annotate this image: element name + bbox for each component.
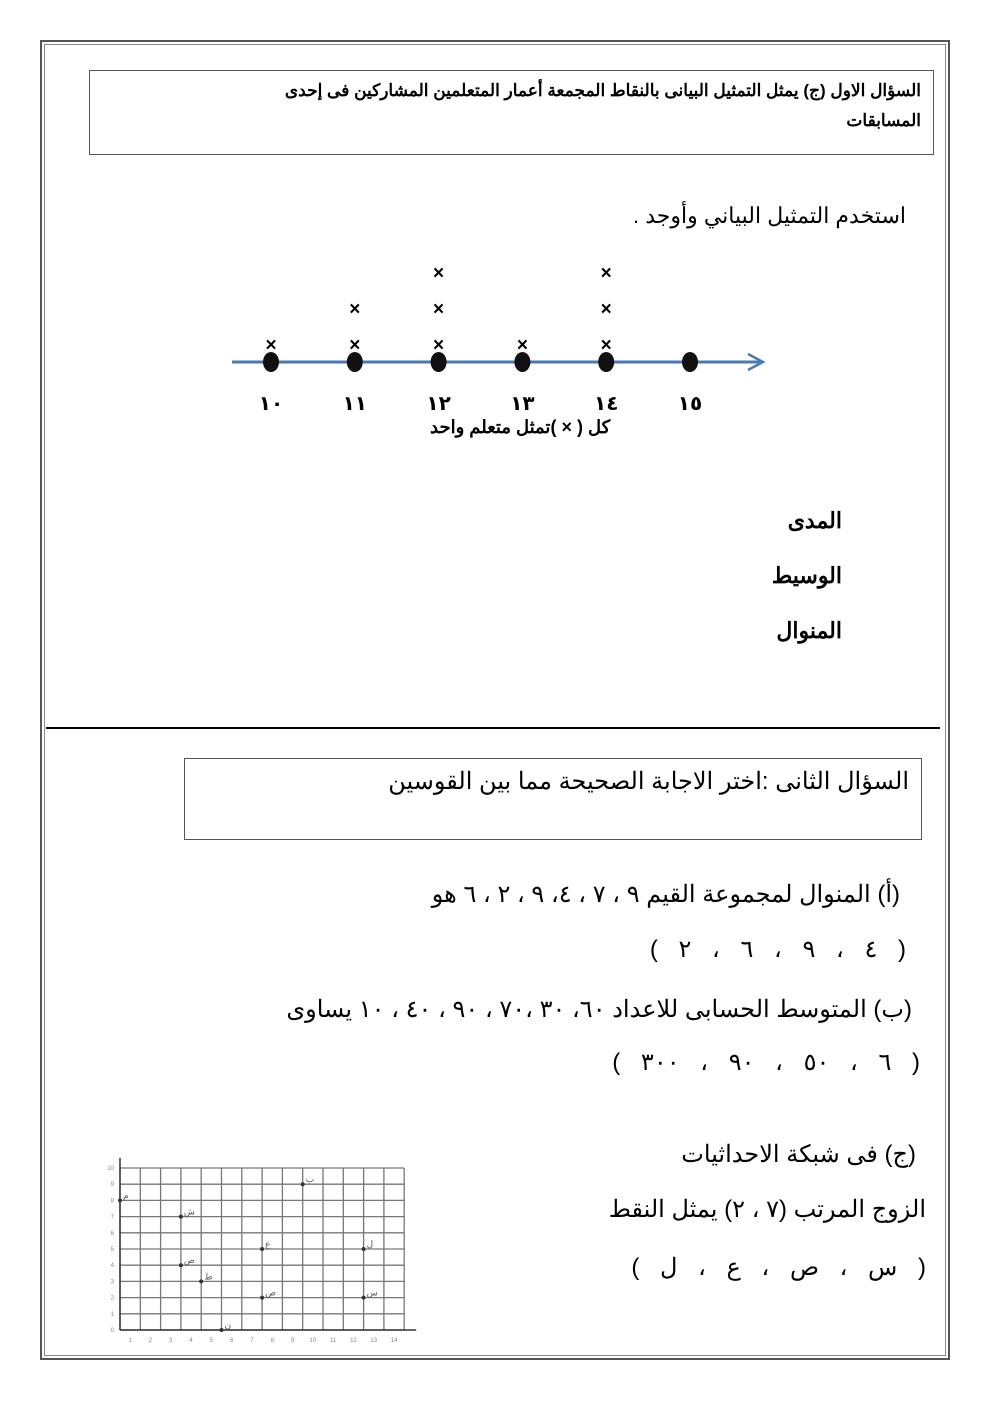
grid-x-tick-label: 2	[149, 1338, 153, 1344]
grid-x-tick-label: 11	[330, 1338, 337, 1344]
grid-x-tick-label: 4	[189, 1338, 193, 1344]
grid-point	[260, 1247, 265, 1251]
grid-x-tick-label: 9	[291, 1338, 295, 1344]
dot-plot-x-mark: ×	[601, 335, 612, 356]
grid-y-tick-label: 8	[111, 1198, 115, 1204]
grid-point-label: ش	[184, 1207, 195, 1218]
dot-plot-tick-label: ١٤	[594, 391, 618, 415]
dot-plot-x-mark: ×	[349, 335, 360, 356]
grid-point	[178, 1263, 183, 1268]
q1-title-line1: السؤال الاول (ج) يمثل التمثيل البيانى با…	[284, 81, 921, 100]
grid-x-tick-label: 7	[250, 1338, 254, 1344]
grid-x-tick-label: 1	[128, 1338, 132, 1344]
q1-title-box: السؤال الاول (ج) يمثل التمثيل البيانى با…	[89, 70, 934, 155]
q2-b-options: ( ٦ ، ٥٠ ، ٩٠ ، ٣٠٠ )	[612, 1049, 920, 1076]
q2-title: السؤال الثانى :اختر الاجابة الصحيحة مما …	[388, 768, 909, 795]
q1-item-mode: المنوال	[776, 618, 842, 643]
grid-x-tick-label: 14	[391, 1338, 398, 1344]
dot-plot-tick-dot	[263, 352, 279, 372]
grid-y-tick-label: 0	[111, 1328, 115, 1334]
dot-plot-tick-dot	[598, 352, 615, 372]
grid-point	[260, 1295, 265, 1300]
grid-x-tick-label: 12	[350, 1338, 357, 1344]
grid-point-label: ل	[367, 1239, 374, 1249]
coordinate-grid: 1 2 3 4 5 6 7 8 9 10 11 12 13 14012345678910مشصطنعصبل…	[107, 1158, 417, 1344]
grid-point	[118, 1198, 122, 1203]
page-inner-border	[44, 44, 946, 1356]
grid-y-tick-label: 4	[111, 1263, 115, 1269]
grid-point-label: ب	[306, 1174, 314, 1184]
grid-y-tick-label: 9	[111, 1182, 115, 1188]
q1-item-median: الوسيط	[771, 563, 842, 588]
dot-plot-xlabel: كل ( × )تمثل متعلم واحد	[430, 417, 611, 437]
dot-plot-axis-arrow	[747, 352, 766, 372]
grid-y-tick-label: 6	[111, 1231, 115, 1237]
grid-y-tick-label: 1	[111, 1312, 115, 1318]
q1-title-line2: المسابقات	[846, 111, 921, 130]
grid-point	[199, 1279, 204, 1284]
dot-plot-x-mark: ×	[517, 335, 528, 356]
dot-plot-tick-dot	[346, 352, 363, 372]
dot-plot-tick-dot	[682, 352, 698, 372]
q2-b-question: (ب) المتوسط الحسابى للاعداد ٦٠، ٣٠ ،٧٠ ،…	[286, 996, 912, 1023]
grid-point-label: ن	[225, 1320, 232, 1330]
dot-plot-x-mark: ×	[265, 335, 276, 356]
q2-c-options: ( س ، ص ، ع ، ل )	[631, 1254, 926, 1281]
grid-x-tick-label: 6	[230, 1338, 234, 1344]
dot-plot-x-mark: ×	[601, 299, 612, 320]
grid-y-tick-label: 5	[111, 1247, 115, 1253]
page-border	[40, 40, 950, 1360]
section-divider	[46, 727, 940, 729]
grid-x-tick-label: 13	[370, 1338, 377, 1344]
dot-plot-tick-label: ١٥	[678, 391, 702, 415]
dot-plot-x-mark: ×	[433, 263, 444, 284]
dot-plot: ١٠ × ١١ × × ١٢ × × × ١٣ × ١٤ × × × ١٥	[232, 263, 766, 415]
grid-x-tick-label: 3	[169, 1338, 173, 1344]
dot-plot-tick-dot	[430, 352, 447, 372]
grid-point-label: م	[123, 1190, 129, 1201]
grid-point	[300, 1182, 305, 1187]
dot-plot-tick-label: ١٢	[426, 391, 450, 415]
dot-plot-x-mark: ×	[601, 263, 612, 284]
grid-x-tick-label: 5	[210, 1338, 214, 1344]
grid-y-tick-label: 7	[111, 1215, 115, 1221]
grid-x-tick-label: 10	[310, 1338, 317, 1344]
dot-plot-x-mark: ×	[433, 335, 444, 356]
grid-point-label: ع	[265, 1239, 271, 1250]
q1-item-range: المدى	[787, 508, 842, 533]
dot-plot-tick-label: ١١	[343, 391, 367, 415]
dot-plot-x-mark: ×	[433, 299, 444, 320]
q2-a-options: ( ٤ ، ٩ ، ٦ ، ٢ )	[649, 936, 906, 963]
grid-point-label: ص	[265, 1288, 276, 1299]
grid-y-tick-label: 10	[107, 1166, 114, 1172]
grid-point-label: ص	[184, 1255, 195, 1266]
grid-point	[219, 1328, 224, 1332]
dot-plot-tick-label: ١٠	[259, 391, 283, 415]
grid-y-tick-label: 3	[111, 1279, 115, 1285]
dot-plot-x-mark: ×	[349, 299, 360, 320]
grid-point	[361, 1247, 366, 1251]
grid-point	[361, 1295, 366, 1300]
q2-c-question: (ج) فى شبكة الاحداثيات	[681, 1141, 916, 1168]
q1-instruction: استخدم التمثيل البياني وأوجد .	[633, 203, 906, 228]
dot-plot-tick-label: ١٣	[510, 391, 534, 415]
dot-plot-tick-dot	[514, 352, 531, 372]
q2-title-box: السؤال الثانى :اختر الاجابة الصحيحة مما …	[184, 758, 922, 840]
grid-point	[178, 1214, 183, 1219]
grid-y-tick-label: 2	[111, 1296, 115, 1302]
grid-x-tick-label: 8	[271, 1338, 275, 1344]
q2-a-question: (أ) المنوال لمجموعة القيم ٩ ، ٧ ، ٤، ٩ ،…	[431, 881, 900, 908]
grid-point-label: ط	[204, 1271, 212, 1281]
grid-point-label: س	[367, 1288, 378, 1299]
q2-c-line2: الزوج المرتب (٧ ، ٢) يمثل النقط	[608, 1196, 926, 1223]
